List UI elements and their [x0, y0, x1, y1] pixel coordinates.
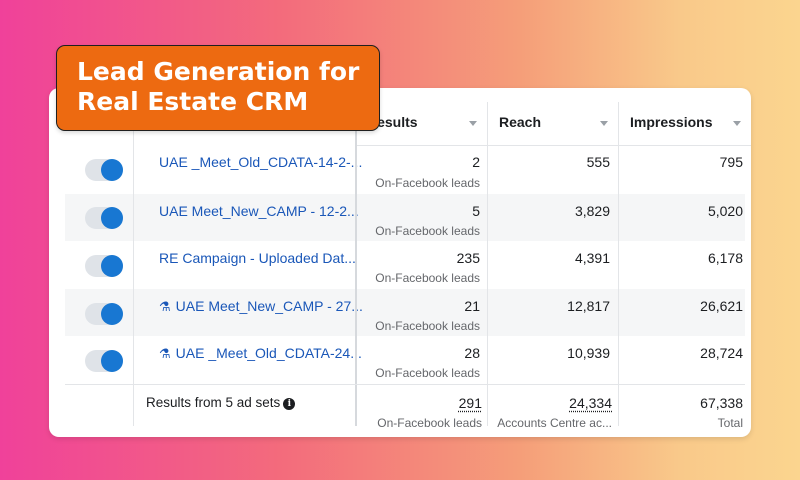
- total-results-subtext: On-Facebook leads: [377, 416, 482, 430]
- table-row[interactable]: ⚗ UAE Meet_New_CAMP - 27... 21 On-Faceboo…: [65, 289, 745, 336]
- table-row[interactable]: RE Campaign - Uploaded Dat... 235 On-Fac…: [65, 241, 745, 288]
- ad-set-name-link[interactable]: UAE Meet_New_CAMP - 12-2...: [159, 203, 359, 219]
- column-divider: [355, 102, 357, 426]
- title-badge: Lead Generation for Real Estate CRM: [56, 45, 380, 131]
- ads-table-card: Results Reach Impressions UAE _Meet_Old_…: [49, 88, 751, 437]
- results-subtext: On-Facebook leads: [375, 176, 480, 190]
- results-value: 28: [464, 345, 480, 361]
- ad-set-toggle[interactable]: [85, 159, 123, 181]
- results-subtext: On-Facebook leads: [375, 224, 480, 238]
- column-divider: [133, 102, 134, 426]
- table-row[interactable]: UAE _Meet_Old_CDATA-14-2-... 2 On-Facebo…: [65, 147, 745, 194]
- impressions-value: 795: [719, 154, 743, 170]
- ad-set-toggle[interactable]: [85, 255, 123, 277]
- experiment-flask-icon: ⚗: [159, 346, 171, 361]
- summary-label: Results from 5 ad sets i: [146, 395, 296, 410]
- results-subtext: On-Facebook leads: [375, 271, 480, 285]
- ad-set-toggle[interactable]: [85, 207, 123, 229]
- table-row[interactable]: UAE Meet_New_CAMP - 12-2... 5 On-Faceboo…: [65, 194, 745, 241]
- impressions-value: 5,020: [707, 203, 743, 219]
- ad-set-name-link[interactable]: ⚗ UAE Meet_New_CAMP - 27...: [159, 298, 363, 314]
- ad-set-name-link[interactable]: UAE _Meet_Old_CDATA-14-2-...: [159, 154, 363, 170]
- title-line-2: Real Estate CRM: [77, 87, 309, 116]
- title-line-1: Lead Generation for: [77, 57, 360, 86]
- total-reach-value[interactable]: 24,334: [569, 395, 612, 411]
- column-divider: [487, 102, 488, 426]
- sort-caret-icon[interactable]: [733, 121, 741, 126]
- impressions-value: 6,178: [707, 250, 743, 266]
- ads-table: Results Reach Impressions UAE _Meet_Old_…: [49, 88, 751, 437]
- results-subtext: On-Facebook leads: [375, 319, 480, 333]
- toggle-knob: [101, 350, 123, 372]
- results-value: 21: [464, 298, 480, 314]
- column-header-impressions[interactable]: Impressions: [618, 102, 751, 146]
- impressions-value: 28,724: [700, 345, 743, 361]
- toggle-knob: [101, 303, 123, 325]
- impressions-value: 26,621: [700, 298, 743, 314]
- results-subtext: On-Facebook leads: [375, 366, 480, 380]
- table-row[interactable]: ⚗ UAE _Meet_Old_CDATA-24... 28 On-Faceboo…: [65, 336, 745, 383]
- reach-value: 3,829: [574, 203, 610, 219]
- total-impressions-value: 67,338: [700, 395, 743, 411]
- reach-value: 555: [586, 154, 610, 170]
- footer-divider: [65, 384, 745, 385]
- ad-set-toggle[interactable]: [85, 303, 123, 325]
- column-header-reach[interactable]: Reach: [487, 102, 618, 146]
- column-divider: [618, 102, 619, 426]
- reach-value: 10,939: [567, 345, 610, 361]
- info-icon[interactable]: i: [283, 398, 296, 410]
- sort-caret-icon[interactable]: [469, 121, 477, 126]
- experiment-flask-icon: ⚗: [159, 299, 171, 314]
- ad-set-name-link[interactable]: RE Campaign - Uploaded Dat...: [159, 250, 356, 266]
- total-impressions-subtext: Total: [717, 416, 743, 430]
- results-value: 5: [472, 203, 480, 219]
- reach-value: 12,817: [567, 298, 610, 314]
- results-value: 2: [472, 154, 480, 170]
- ad-set-toggle[interactable]: [85, 350, 123, 372]
- toggle-knob: [101, 255, 123, 277]
- sort-caret-icon[interactable]: [600, 121, 608, 126]
- results-value: 235: [456, 250, 480, 266]
- toggle-knob: [101, 207, 123, 229]
- toggle-knob: [101, 159, 123, 181]
- reach-value: 4,391: [574, 250, 610, 266]
- ad-set-name-link[interactable]: ⚗ UAE _Meet_Old_CDATA-24...: [159, 345, 362, 361]
- total-results-value[interactable]: 291: [458, 395, 482, 411]
- total-reach-subtext: Accounts Centre ac...: [497, 416, 612, 430]
